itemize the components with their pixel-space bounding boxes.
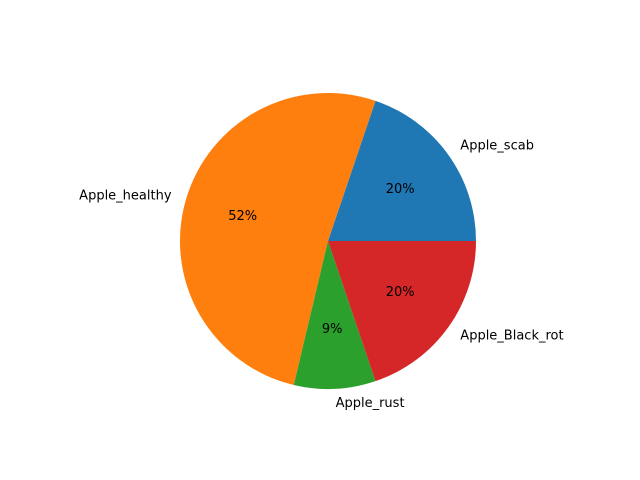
pie-slice-apple-scab: [328, 100, 477, 241]
pie-slice-apple-healthy: [180, 93, 376, 385]
pie-slice-apple-rust: [293, 241, 376, 390]
slice-label-apple-rust: Apple_rust: [336, 396, 405, 411]
pie-slice-apple-black-rot: [328, 241, 476, 382]
slice-percent-apple-black-rot: 20%: [386, 285, 415, 300]
slice-label-apple-black-rot: Apple_Black_rot: [460, 328, 563, 343]
pie-slices: [180, 93, 477, 390]
pie-labels: Apple_scab 20% Apple_healthy 52% Apple_rust 9…: [79, 139, 563, 411]
slice-percent-apple-scab: 20%: [386, 182, 415, 197]
slice-percent-apple-healthy: 52%: [228, 209, 257, 224]
slice-label-apple-healthy: Apple_healthy: [79, 189, 172, 204]
slice-percent-apple-rust: 9%: [322, 322, 343, 337]
slice-label-apple-scab: Apple_scab: [460, 139, 534, 154]
